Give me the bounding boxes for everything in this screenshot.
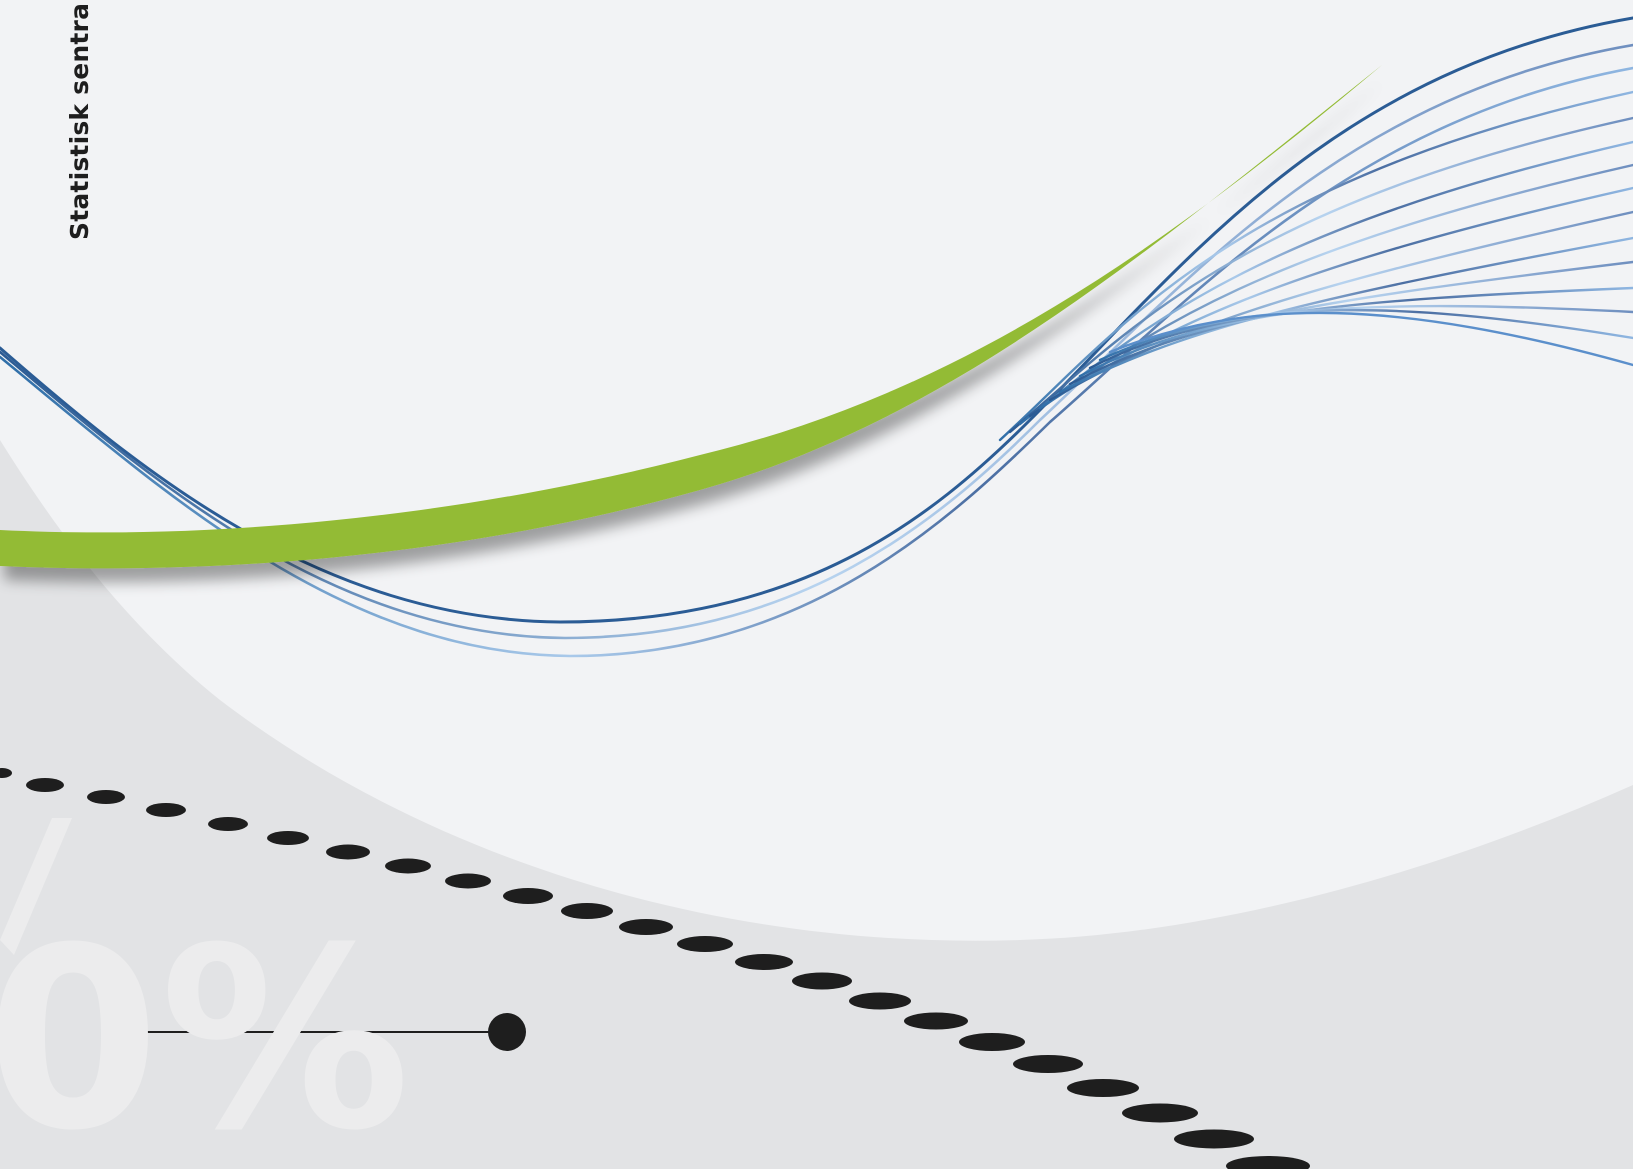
pointer-marker <box>130 1013 526 1051</box>
background-glyph-slash <box>0 818 72 955</box>
green-ribbon <box>0 65 1382 569</box>
blue-wave-bundle <box>0 16 1633 658</box>
background-percent-text: 0% <box>0 894 411 1169</box>
dotted-arc <box>0 768 1310 1169</box>
publisher-vertical-text: Statistisk sentra <box>67 2 94 240</box>
background-light-panel <box>0 0 1633 941</box>
publisher-vertical-title: Statistisk sentra <box>67 0 97 240</box>
background-percent-numeral: 0% <box>0 915 410 1165</box>
